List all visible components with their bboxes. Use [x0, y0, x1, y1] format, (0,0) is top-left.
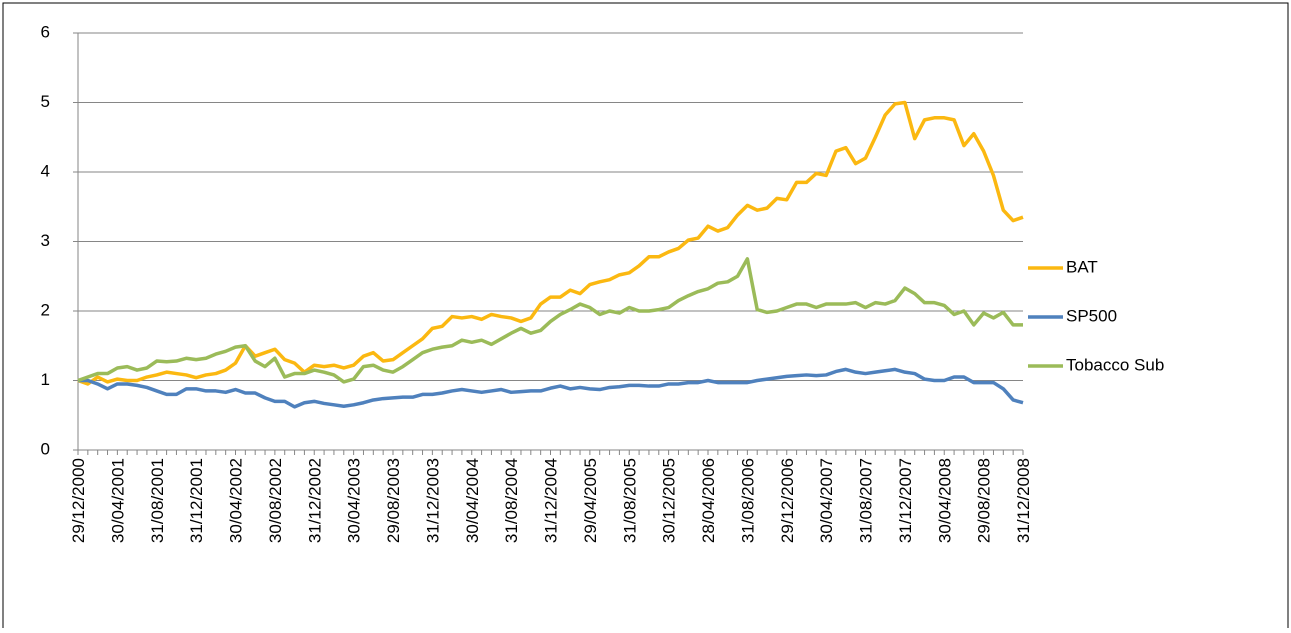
x-tick-label: 30/08/2002 — [266, 458, 285, 543]
x-tick-label: 31/08/2007 — [857, 458, 876, 543]
x-tick-label: 30/04/2001 — [108, 458, 127, 543]
x-tick-label: 31/08/2001 — [148, 458, 167, 543]
x-tick-label: 29/08/2003 — [384, 458, 403, 543]
y-tick-label: 1 — [41, 370, 50, 389]
series-line — [77, 257, 1023, 384]
legend-label: SP500 — [1066, 306, 1117, 325]
x-tick-label: 31/12/2001 — [187, 458, 206, 543]
x-tick-label: 30/04/2003 — [345, 458, 364, 543]
legend-label: Tobacco Sub — [1066, 355, 1164, 374]
x-tick-label: 31/12/2002 — [305, 458, 324, 543]
x-tick-label: 30/04/2007 — [817, 458, 836, 543]
x-tick-label: 31/08/2006 — [738, 458, 757, 543]
x-tick-label: 29/12/2006 — [778, 458, 797, 543]
x-tick-label: 30/04/2008 — [935, 458, 954, 543]
x-tick-label: 30/04/2002 — [227, 458, 246, 543]
x-tick-label: 29/12/2000 — [69, 458, 88, 543]
x-tick-label: 30/04/2004 — [463, 458, 482, 543]
x-tick-label: 31/12/2007 — [896, 458, 915, 543]
series-line — [78, 367, 1024, 409]
y-tick-label: 0 — [41, 439, 50, 458]
x-tick-label: 29/08/2008 — [975, 458, 994, 543]
x-tick-label: 31/12/2003 — [423, 458, 442, 543]
series-line — [77, 100, 1024, 386]
y-tick-label: 4 — [41, 161, 50, 180]
y-tick-label: 5 — [41, 92, 50, 111]
y-tick-label: 2 — [41, 300, 50, 319]
x-tick-label: 28/04/2006 — [699, 458, 718, 543]
x-tick-label: 30/12/2005 — [660, 458, 679, 543]
x-tick-label: 29/04/2005 — [581, 458, 600, 543]
y-tick-label: 3 — [41, 231, 50, 250]
legend-label: BAT — [1066, 257, 1098, 276]
x-tick-label: 31/08/2005 — [620, 458, 639, 543]
x-tick-label: 31/12/2008 — [1014, 458, 1033, 543]
x-tick-label: 31/08/2004 — [502, 458, 521, 543]
y-tick-label: 6 — [41, 22, 50, 41]
x-tick-label: 31/12/2004 — [542, 458, 561, 543]
